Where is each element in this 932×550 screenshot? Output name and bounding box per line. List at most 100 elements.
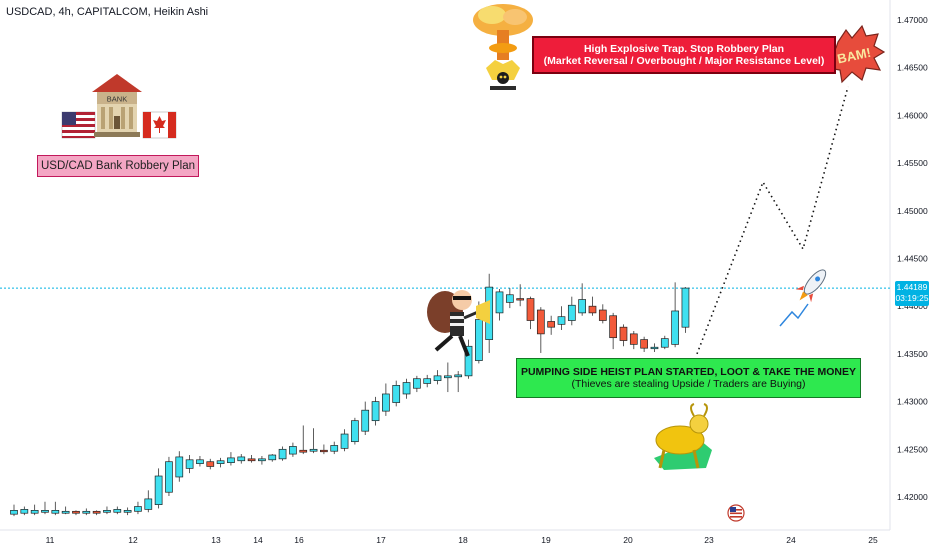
candle bbox=[671, 282, 679, 348]
candle bbox=[330, 441, 339, 455]
candle bbox=[206, 458, 215, 470]
candle bbox=[660, 335, 669, 350]
candle-body-bull bbox=[402, 382, 411, 395]
candle-body-bull bbox=[51, 510, 60, 514]
candle-body-bull bbox=[330, 445, 339, 452]
candle-body-bull bbox=[268, 454, 277, 461]
candle bbox=[227, 452, 235, 466]
x-tick-label: 25 bbox=[868, 535, 878, 545]
y-tick-label: 1.43000 bbox=[897, 397, 928, 407]
bank-sign: BANK bbox=[107, 95, 127, 104]
x-tick-label: 12 bbox=[128, 535, 138, 545]
golden-bull-icon bbox=[654, 403, 712, 470]
candle-body-bull bbox=[196, 459, 204, 464]
candle-body-bear bbox=[588, 305, 597, 314]
y-tick-label: 1.45000 bbox=[897, 206, 928, 216]
candle-body-bull bbox=[423, 378, 432, 384]
candle bbox=[51, 501, 60, 516]
bank-plan-label: USD/CAD Bank Robbery Plan bbox=[37, 155, 199, 177]
candle bbox=[536, 307, 545, 353]
candle bbox=[123, 507, 132, 516]
x-tick-label: 14 bbox=[253, 535, 263, 545]
candle bbox=[299, 425, 308, 455]
candle bbox=[547, 315, 556, 335]
heist-plan-callout: PUMPING SIDE HEIST PLAN STARTED, LOOT & … bbox=[516, 358, 861, 398]
candle bbox=[92, 510, 101, 516]
candle bbox=[154, 468, 163, 509]
x-tick-label: 19 bbox=[541, 535, 551, 545]
candle-body-bear bbox=[629, 333, 638, 345]
current-price-value: 1.44189 bbox=[896, 282, 928, 292]
candle-body-bull bbox=[371, 401, 380, 422]
candle bbox=[196, 455, 204, 467]
candle bbox=[175, 451, 184, 482]
candle-body-bull bbox=[134, 506, 142, 512]
candle-body-bull bbox=[444, 375, 452, 379]
candle bbox=[165, 456, 173, 497]
y-tick-label: 1.44000 bbox=[897, 301, 928, 311]
candle-body-bull bbox=[361, 409, 370, 432]
candle bbox=[258, 455, 266, 465]
candle bbox=[382, 383, 390, 416]
candle-body-bull bbox=[505, 294, 514, 303]
candle-body-bull bbox=[41, 510, 49, 513]
candle-body-bull bbox=[82, 510, 91, 514]
candle-body-bull bbox=[10, 510, 18, 515]
x-tick-label: 11 bbox=[46, 535, 55, 545]
x-tick-label: 18 bbox=[458, 535, 468, 545]
explosion-icon bbox=[473, 4, 533, 90]
candle bbox=[134, 501, 142, 515]
candle-body-bull bbox=[382, 393, 390, 412]
candle bbox=[278, 446, 287, 461]
stop-plan-line1: High Explosive Trap. Stop Robbery Plan bbox=[583, 43, 785, 55]
candle-body-bull bbox=[681, 287, 690, 328]
candle bbox=[361, 401, 370, 435]
candle bbox=[340, 429, 349, 452]
bam-text: BAM! bbox=[836, 45, 872, 67]
candle bbox=[681, 287, 690, 333]
candle-body-bull bbox=[216, 460, 225, 464]
candle-body-bear bbox=[536, 309, 545, 335]
y-tick-label: 1.46000 bbox=[897, 110, 928, 120]
candle bbox=[30, 504, 39, 516]
candle-body-bear bbox=[526, 298, 535, 321]
candle bbox=[609, 312, 617, 350]
candle-body-bull bbox=[454, 374, 463, 378]
candle-body-bear bbox=[247, 458, 256, 462]
x-tick-label: 17 bbox=[376, 535, 386, 545]
candle bbox=[185, 455, 194, 474]
candle bbox=[433, 370, 442, 385]
candle bbox=[237, 454, 246, 464]
chart-title: USDCAD, 4h, CAPITALCOM, Heikin Ashi bbox=[6, 6, 209, 18]
candle-body-bull bbox=[671, 310, 679, 345]
candle-body-bull bbox=[660, 338, 669, 348]
candle-body-bull bbox=[475, 319, 483, 361]
candle-body-bear bbox=[299, 449, 308, 453]
candle bbox=[402, 378, 411, 399]
usa-badge-icon bbox=[727, 504, 745, 522]
candle-body-bull bbox=[154, 475, 163, 505]
candle-body-bull bbox=[30, 510, 39, 514]
candle bbox=[268, 454, 277, 462]
candle bbox=[454, 371, 463, 393]
candle-body-bull bbox=[185, 459, 194, 469]
candle bbox=[103, 506, 111, 515]
y-tick-label: 1.47000 bbox=[897, 15, 928, 25]
y-tick-label: 1.42500 bbox=[897, 444, 928, 454]
candle-body-bull bbox=[578, 299, 587, 314]
y-tick-label: 1.42000 bbox=[897, 492, 928, 502]
price-axis: 1.47000 1.46500 1.46000 1.45500 1.45000 1.445… bbox=[897, 15, 928, 502]
candle-body-bull bbox=[495, 291, 504, 314]
bank-illustration: BANK bbox=[61, 74, 177, 139]
usa-flag-icon bbox=[61, 111, 96, 139]
candle-body-bear bbox=[320, 449, 328, 453]
bank-building-icon: BANK bbox=[92, 74, 142, 137]
candle-body-bull bbox=[278, 448, 287, 460]
x-tick-label: 23 bbox=[704, 535, 714, 545]
candle bbox=[423, 374, 432, 388]
candle bbox=[20, 506, 29, 516]
candle-body-bull bbox=[227, 457, 235, 464]
candle bbox=[464, 339, 473, 379]
candle bbox=[516, 284, 525, 307]
